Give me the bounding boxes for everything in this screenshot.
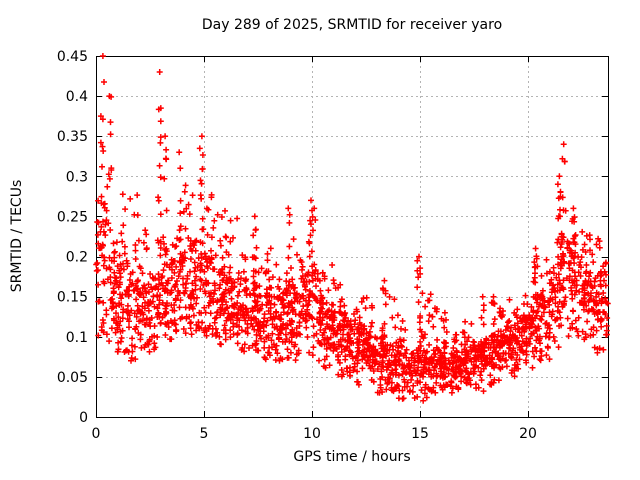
scatter-points [93, 53, 611, 404]
y-tick-labels: 0 0.05 0.1 0.15 0.2 0.25 0.3 0.35 0.4 0.45 [57, 49, 88, 426]
chart-title: Day 289 of 2025, SRMTID for receiver yar… [201, 17, 503, 33]
x-tick-label: 5 [200, 426, 209, 442]
y-tick-label: 0.2 [66, 250, 88, 266]
plot-border [96, 56, 609, 418]
y-tick-label: 0 [79, 410, 88, 426]
x-tick-label: 15 [411, 426, 429, 442]
x-tick-label: 10 [303, 426, 321, 442]
y-tick-label: 0.05 [57, 370, 88, 386]
y-tick-label: 0.45 [57, 49, 88, 65]
x-axis-title: GPS time / hours [293, 449, 411, 465]
x-tick-labels: 0 5 10 15 20 [92, 426, 537, 442]
y-tick-label: 0.35 [57, 129, 88, 145]
axis-ticks [96, 56, 608, 418]
x-tick-label: 20 [519, 426, 537, 442]
y-tick-label: 0.25 [57, 209, 88, 225]
y-tick-label: 0.3 [66, 169, 88, 185]
grid-lines [96, 56, 608, 417]
y-tick-label: 0.1 [66, 330, 88, 346]
y-tick-label: 0.15 [57, 290, 88, 306]
x-tick-label: 0 [92, 426, 101, 442]
y-tick-label: 0.4 [66, 89, 88, 105]
